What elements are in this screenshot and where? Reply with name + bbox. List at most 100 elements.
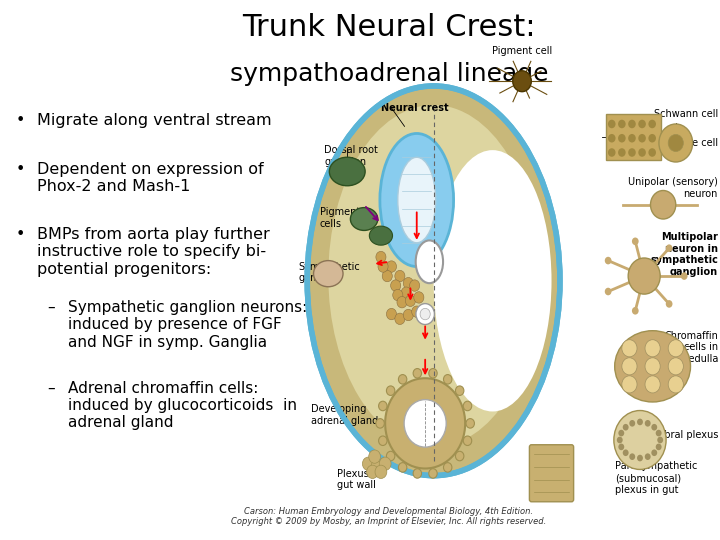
Circle shape bbox=[405, 295, 415, 307]
Text: Satellite cell: Satellite cell bbox=[658, 138, 718, 148]
Circle shape bbox=[379, 436, 387, 446]
Text: Plexus in
gut wall: Plexus in gut wall bbox=[337, 469, 381, 490]
Text: Neural crest: Neural crest bbox=[381, 103, 449, 113]
Circle shape bbox=[379, 401, 387, 411]
FancyBboxPatch shape bbox=[606, 114, 661, 160]
Circle shape bbox=[657, 437, 663, 443]
Circle shape bbox=[618, 134, 626, 143]
Circle shape bbox=[392, 289, 402, 301]
Circle shape bbox=[639, 134, 646, 143]
Ellipse shape bbox=[329, 157, 365, 186]
Circle shape bbox=[650, 191, 676, 219]
Circle shape bbox=[416, 303, 434, 325]
Circle shape bbox=[376, 418, 384, 428]
Text: Dependent on expression of
Phox-2 and Mash-1: Dependent on expression of Phox-2 and Ma… bbox=[37, 162, 264, 194]
Circle shape bbox=[456, 386, 464, 395]
Circle shape bbox=[608, 148, 616, 157]
Circle shape bbox=[387, 308, 397, 320]
Circle shape bbox=[637, 418, 643, 426]
Ellipse shape bbox=[397, 157, 436, 243]
Text: Sympathetic ganglion neurons:
induced by presence of FGF
and NGF in symp. Gangli: Sympathetic ganglion neurons: induced by… bbox=[68, 300, 307, 349]
Circle shape bbox=[513, 71, 531, 92]
Circle shape bbox=[668, 134, 683, 152]
Circle shape bbox=[639, 148, 646, 157]
Circle shape bbox=[391, 280, 401, 291]
FancyBboxPatch shape bbox=[529, 445, 574, 502]
Circle shape bbox=[666, 245, 672, 252]
Circle shape bbox=[387, 261, 397, 272]
Text: Sympathetic
ganglion: Sympathetic ganglion bbox=[299, 262, 361, 284]
Circle shape bbox=[385, 378, 465, 469]
Text: Adrenal chromaffin cells:
induced by glucocorticoids  in
adrenal gland: Adrenal chromaffin cells: induced by glu… bbox=[68, 381, 297, 430]
Circle shape bbox=[412, 306, 422, 318]
Circle shape bbox=[413, 469, 421, 478]
Circle shape bbox=[628, 148, 636, 157]
Text: BMPs from aorta play further
instructive role to specify bi-
potential progenito: BMPs from aorta play further instructive… bbox=[37, 227, 270, 276]
Circle shape bbox=[622, 340, 637, 357]
Text: Parasympathetic
(submucosal)
plexus in gut: Parasympathetic (submucosal) plexus in g… bbox=[615, 462, 697, 495]
Circle shape bbox=[617, 437, 623, 443]
Circle shape bbox=[378, 261, 388, 272]
Circle shape bbox=[645, 420, 651, 427]
Circle shape bbox=[403, 278, 413, 289]
Circle shape bbox=[628, 258, 660, 294]
Circle shape bbox=[614, 410, 666, 469]
Circle shape bbox=[410, 280, 420, 291]
Circle shape bbox=[645, 340, 660, 357]
Circle shape bbox=[652, 449, 657, 456]
Circle shape bbox=[395, 313, 405, 325]
Circle shape bbox=[649, 134, 656, 143]
Circle shape bbox=[398, 375, 407, 384]
Circle shape bbox=[628, 134, 636, 143]
Circle shape bbox=[668, 376, 683, 393]
Circle shape bbox=[618, 148, 626, 157]
Text: Migrate along ventral stream: Migrate along ventral stream bbox=[37, 113, 272, 129]
Circle shape bbox=[622, 358, 637, 375]
Text: •: • bbox=[16, 162, 25, 177]
Circle shape bbox=[645, 454, 651, 460]
Circle shape bbox=[444, 463, 452, 472]
Circle shape bbox=[429, 469, 437, 478]
Circle shape bbox=[639, 120, 646, 129]
Circle shape bbox=[637, 455, 643, 461]
Circle shape bbox=[652, 424, 657, 430]
Text: Pigment
cells: Pigment cells bbox=[320, 207, 360, 229]
Circle shape bbox=[387, 386, 395, 395]
Text: sympathoadrenal lineage: sympathoadrenal lineage bbox=[230, 62, 548, 86]
Text: •: • bbox=[16, 227, 25, 242]
Circle shape bbox=[375, 465, 387, 478]
Circle shape bbox=[618, 430, 624, 436]
Circle shape bbox=[629, 454, 635, 460]
Circle shape bbox=[681, 272, 688, 280]
Ellipse shape bbox=[313, 261, 343, 287]
Circle shape bbox=[413, 368, 421, 378]
Text: Prevertebral plexus: Prevertebral plexus bbox=[623, 430, 718, 440]
Circle shape bbox=[659, 124, 693, 162]
Circle shape bbox=[623, 449, 629, 456]
Text: Chromaffin
cells in
adrenal medulla: Chromaffin cells in adrenal medulla bbox=[639, 330, 718, 364]
Ellipse shape bbox=[369, 226, 392, 245]
Text: Pigment cell: Pigment cell bbox=[492, 45, 552, 56]
Text: •: • bbox=[16, 113, 25, 129]
Text: Trunk Neural Crest:: Trunk Neural Crest: bbox=[242, 14, 536, 43]
Circle shape bbox=[403, 309, 413, 321]
Text: Multipolar
neuron in
sympathetic
ganglion: Multipolar neuron in sympathetic ganglio… bbox=[650, 232, 718, 277]
Circle shape bbox=[666, 300, 672, 308]
Circle shape bbox=[429, 368, 437, 378]
Circle shape bbox=[656, 430, 662, 436]
Circle shape bbox=[371, 461, 382, 474]
Ellipse shape bbox=[415, 240, 443, 283]
Text: Dorsal root
ganglion: Dorsal root ganglion bbox=[324, 145, 378, 167]
Text: Unipolar (sensory)
neuron: Unipolar (sensory) neuron bbox=[628, 177, 718, 199]
Circle shape bbox=[605, 288, 611, 295]
Circle shape bbox=[397, 296, 407, 308]
Text: Carson: Human Embryology and Developmental Biology, 4th Edition.
Copyright © 200: Carson: Human Embryology and Development… bbox=[231, 507, 546, 526]
Circle shape bbox=[420, 308, 431, 320]
Circle shape bbox=[369, 450, 380, 463]
Circle shape bbox=[376, 251, 386, 263]
Circle shape bbox=[379, 457, 391, 470]
Circle shape bbox=[608, 134, 616, 143]
Circle shape bbox=[649, 148, 656, 157]
Text: –: – bbox=[47, 300, 55, 315]
Circle shape bbox=[623, 424, 629, 430]
